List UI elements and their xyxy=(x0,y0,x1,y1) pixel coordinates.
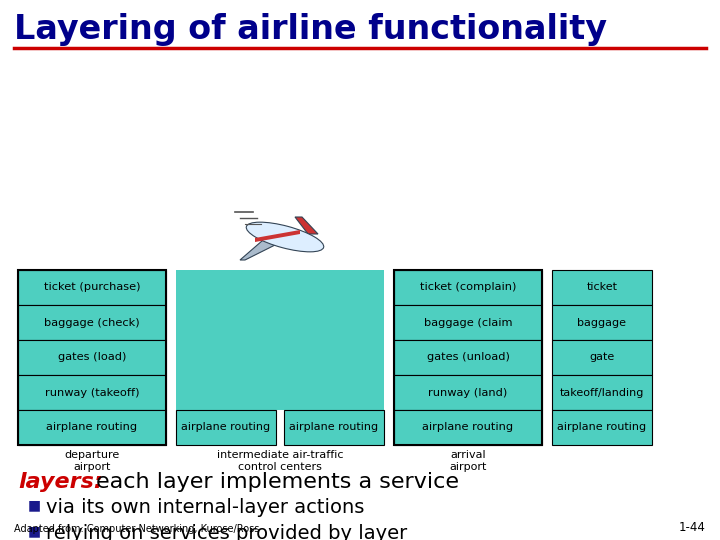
Text: takeoff/landing: takeoff/landing xyxy=(560,388,644,397)
Text: Layering of airline functionality: Layering of airline functionality xyxy=(14,13,607,46)
Text: airplane routing: airplane routing xyxy=(46,422,138,433)
Bar xyxy=(18,305,166,340)
Text: gates (unload): gates (unload) xyxy=(426,353,510,362)
Text: ticket: ticket xyxy=(587,282,618,293)
Bar xyxy=(552,410,652,445)
Bar xyxy=(18,375,166,410)
Text: departure
airport: departure airport xyxy=(64,450,120,471)
Bar xyxy=(394,270,542,445)
Text: runway (land): runway (land) xyxy=(428,388,508,397)
Text: ■: ■ xyxy=(28,524,41,538)
Bar xyxy=(394,375,542,410)
Bar xyxy=(176,270,384,305)
Bar xyxy=(176,375,384,410)
Text: each layer implements a service: each layer implements a service xyxy=(96,472,459,492)
Text: gates (load): gates (load) xyxy=(58,353,126,362)
Text: intermediate air-traffic
control centers: intermediate air-traffic control centers xyxy=(217,450,343,471)
Bar xyxy=(552,305,652,340)
Bar xyxy=(552,270,652,305)
Text: airplane routing: airplane routing xyxy=(423,422,513,433)
Bar xyxy=(176,340,384,375)
Text: baggage (check): baggage (check) xyxy=(44,318,140,327)
Bar xyxy=(18,270,166,445)
Bar xyxy=(552,340,652,375)
Ellipse shape xyxy=(246,222,324,252)
Polygon shape xyxy=(255,230,300,242)
Polygon shape xyxy=(295,217,318,234)
Text: ■: ■ xyxy=(28,498,41,512)
Bar xyxy=(394,305,542,340)
Text: relying on services provided by layer: relying on services provided by layer xyxy=(46,524,408,540)
Text: runway (takeoff): runway (takeoff) xyxy=(45,388,139,397)
Bar xyxy=(394,340,542,375)
Text: arrival
airport: arrival airport xyxy=(449,450,487,471)
Bar xyxy=(394,410,542,445)
Bar xyxy=(176,305,384,340)
Text: airplane routing: airplane routing xyxy=(289,422,379,433)
Text: via its own internal-layer actions: via its own internal-layer actions xyxy=(46,498,364,517)
Text: Adapted from: Computer Networking, Kurose/Ross: Adapted from: Computer Networking, Kuros… xyxy=(14,524,259,534)
Bar xyxy=(18,270,166,305)
Bar xyxy=(552,375,652,410)
Text: baggage: baggage xyxy=(577,318,626,327)
Text: baggage (claim: baggage (claim xyxy=(424,318,512,327)
Text: airplane routing: airplane routing xyxy=(181,422,271,433)
Text: ticket (complain): ticket (complain) xyxy=(420,282,516,293)
Bar xyxy=(394,270,542,305)
Bar xyxy=(18,410,166,445)
Bar xyxy=(18,340,166,375)
Bar xyxy=(284,410,384,445)
Text: airplane routing: airplane routing xyxy=(557,422,647,433)
Polygon shape xyxy=(240,234,285,260)
Text: gate: gate xyxy=(590,353,615,362)
Text: 1-44: 1-44 xyxy=(679,521,706,534)
Text: ticket (purchase): ticket (purchase) xyxy=(44,282,140,293)
Text: layers:: layers: xyxy=(18,472,103,492)
Bar xyxy=(176,410,276,445)
